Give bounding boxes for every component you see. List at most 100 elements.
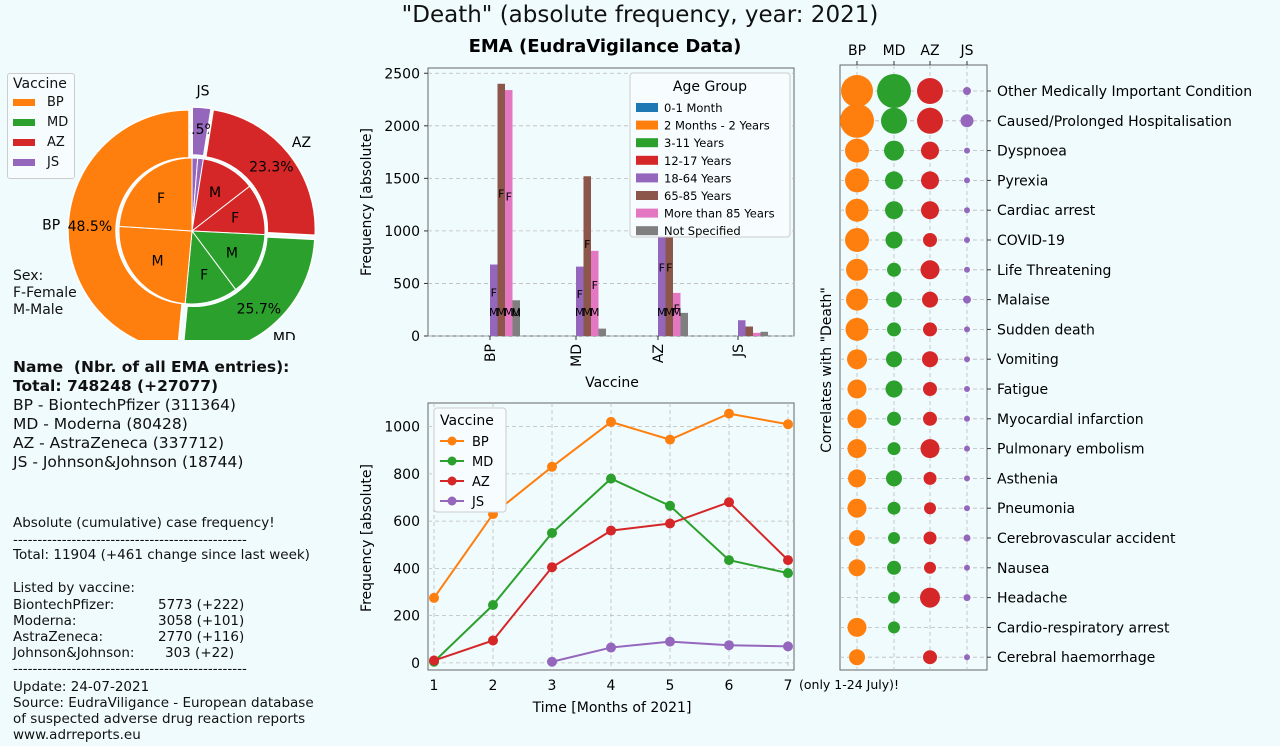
- vaccine-name: BiontechPfizer:: [13, 597, 115, 613]
- corr-dot: [921, 201, 939, 220]
- corr-dot: [847, 439, 867, 459]
- bar-legend-swatch: [636, 191, 658, 200]
- bar-sex-label: M: [497, 306, 507, 319]
- corr-dot: [847, 409, 867, 429]
- corr-dot: [849, 649, 865, 666]
- vaccine-line: BP - BiontechPfizer (311364): [13, 396, 236, 414]
- corr-dot: [884, 140, 904, 161]
- corr-dot: [885, 380, 903, 398]
- bar-x-tick-label: BP: [483, 344, 499, 362]
- bar-legend-label: 18-64 Years: [664, 171, 731, 185]
- listed-header: Listed by vaccine:: [13, 580, 135, 596]
- corr-x-tick-label: JS: [959, 43, 973, 59]
- corr-row-label: Cardiac arrest: [997, 203, 1096, 219]
- corr-row-label: Pulmonary embolism: [997, 442, 1145, 458]
- line-y-tick-label: 400: [393, 561, 420, 577]
- line-legend-marker: [447, 496, 457, 506]
- bar-legend-title: Age Group: [673, 79, 747, 95]
- bar-sex-label: M: [672, 306, 682, 319]
- corr-dot: [886, 351, 902, 368]
- corr-row-label: Vomiting: [997, 352, 1059, 368]
- pie-outer-wedge-js: [191, 106, 213, 157]
- website: www.adrreports.eu: [13, 727, 141, 743]
- pie-inner-wedge: [118, 225, 193, 305]
- corr-row-label: Malaise: [997, 293, 1050, 309]
- corr-dot: [848, 559, 866, 577]
- bar-sex-label: M: [590, 306, 600, 319]
- bar-legend-swatch: [636, 120, 658, 130]
- bar-not-specified: [598, 328, 606, 336]
- pie-vaccine-label: JS: [196, 83, 210, 99]
- corr-x-tick-label: MD: [883, 43, 906, 59]
- corr-dot: [846, 288, 868, 311]
- bar-sex-label: F: [577, 288, 583, 301]
- bar-y-tick-label: 1000: [384, 224, 420, 240]
- bar-sex-label: M: [575, 306, 585, 319]
- bar-legend-label: More than 85 Years: [664, 207, 775, 221]
- bar-sex-label: F: [584, 238, 590, 251]
- pie-percent-label: 48.5%: [68, 219, 112, 235]
- corr-row-label: Dyspnoea: [997, 144, 1067, 160]
- bar-more-than-85-years: [673, 292, 681, 336]
- bar-legend: [629, 72, 791, 238]
- bar-chart: EMA (EudraVigilance Data) Vaccine Freque…: [359, 36, 795, 391]
- bar-y-tick-label: 1500: [384, 171, 420, 187]
- corr-dot: [877, 74, 911, 108]
- corr-dot: [923, 382, 937, 396]
- name-header: Name (Nbr. of all EMA entries):: [13, 358, 290, 376]
- corr-dot: [885, 171, 903, 190]
- total-frequency: Total: 11904 (+461 change since last wee…: [13, 547, 310, 563]
- bar-legend-label: Not Specified: [664, 224, 741, 238]
- corr-dot: [917, 78, 943, 104]
- bar-legend-swatch: [636, 138, 658, 148]
- pie-legend-label: BP: [47, 94, 64, 110]
- bar-18-64-years: [576, 266, 584, 336]
- bar-sex-label: F: [498, 187, 504, 200]
- pie-vaccine-label: AZ: [292, 135, 311, 151]
- corr-dot: [964, 147, 970, 154]
- pie-sex-label: M: [226, 245, 238, 261]
- vaccine-value: 303 (+22): [165, 645, 235, 661]
- bar-chart-title: EMA (EudraVigilance Data): [469, 36, 742, 57]
- line-chart: Time [Months of 2021] Frequency [absolut…: [359, 402, 899, 716]
- corr-dot: [964, 505, 970, 512]
- line-point-az: [547, 562, 557, 573]
- corr-row-label: Other Medically Important Condition: [997, 84, 1252, 100]
- line-x-tick-label: 3: [548, 678, 557, 694]
- corr-dot: [847, 379, 867, 399]
- bar-sex-label: M: [657, 306, 667, 319]
- bar-more-than-85-years: [591, 250, 599, 336]
- line-point-js: [724, 640, 734, 651]
- pie-sex-label: F: [231, 210, 239, 226]
- pie-vaccine-label: MD: [273, 331, 296, 340]
- corr-row-label: COVID-19: [997, 233, 1065, 249]
- bar-legend-swatch: [636, 226, 658, 236]
- line-point-bp: [429, 592, 439, 603]
- bar-x-tick-label: AZ: [651, 344, 667, 363]
- total-entries: Total: 748248 (+27077): [13, 377, 219, 395]
- corr-dot: [887, 560, 901, 575]
- pie-percent-label: 23.3%: [249, 160, 293, 176]
- corr-dot: [887, 322, 901, 337]
- corr-dot: [845, 198, 869, 222]
- pie-vaccine-label: BP: [42, 217, 60, 233]
- line-y-label: Frequency [absolute]: [359, 464, 375, 612]
- bar-legend-label: 2 Months - 2 Years: [664, 119, 770, 133]
- sex-note-line: M-Male: [13, 302, 64, 318]
- pie-inner-wedge: [118, 157, 193, 232]
- line-x-label: Time [Months of 2021]: [532, 700, 692, 716]
- line-x-tick-label: 5: [666, 678, 675, 694]
- pie-sex-label: F: [200, 268, 208, 284]
- corr-dot: [923, 650, 937, 665]
- source-line: of suspected adverse drug reaction repor…: [13, 711, 306, 727]
- bar-sex-label: F: [666, 261, 672, 274]
- corr-row-label: Asthenia: [997, 471, 1058, 487]
- line-x-tick-label: 1: [430, 678, 439, 694]
- line-point-az: [606, 525, 616, 536]
- line-legend-label: BP: [472, 435, 489, 450]
- bar-sex-label: U: [512, 306, 520, 319]
- pie-sex-label: F: [157, 191, 165, 207]
- vaccine-name: Johnson&Johnson:: [13, 645, 135, 661]
- sex-note: Sex: F-Female M-Male: [13, 268, 77, 319]
- corr-dot: [923, 471, 937, 485]
